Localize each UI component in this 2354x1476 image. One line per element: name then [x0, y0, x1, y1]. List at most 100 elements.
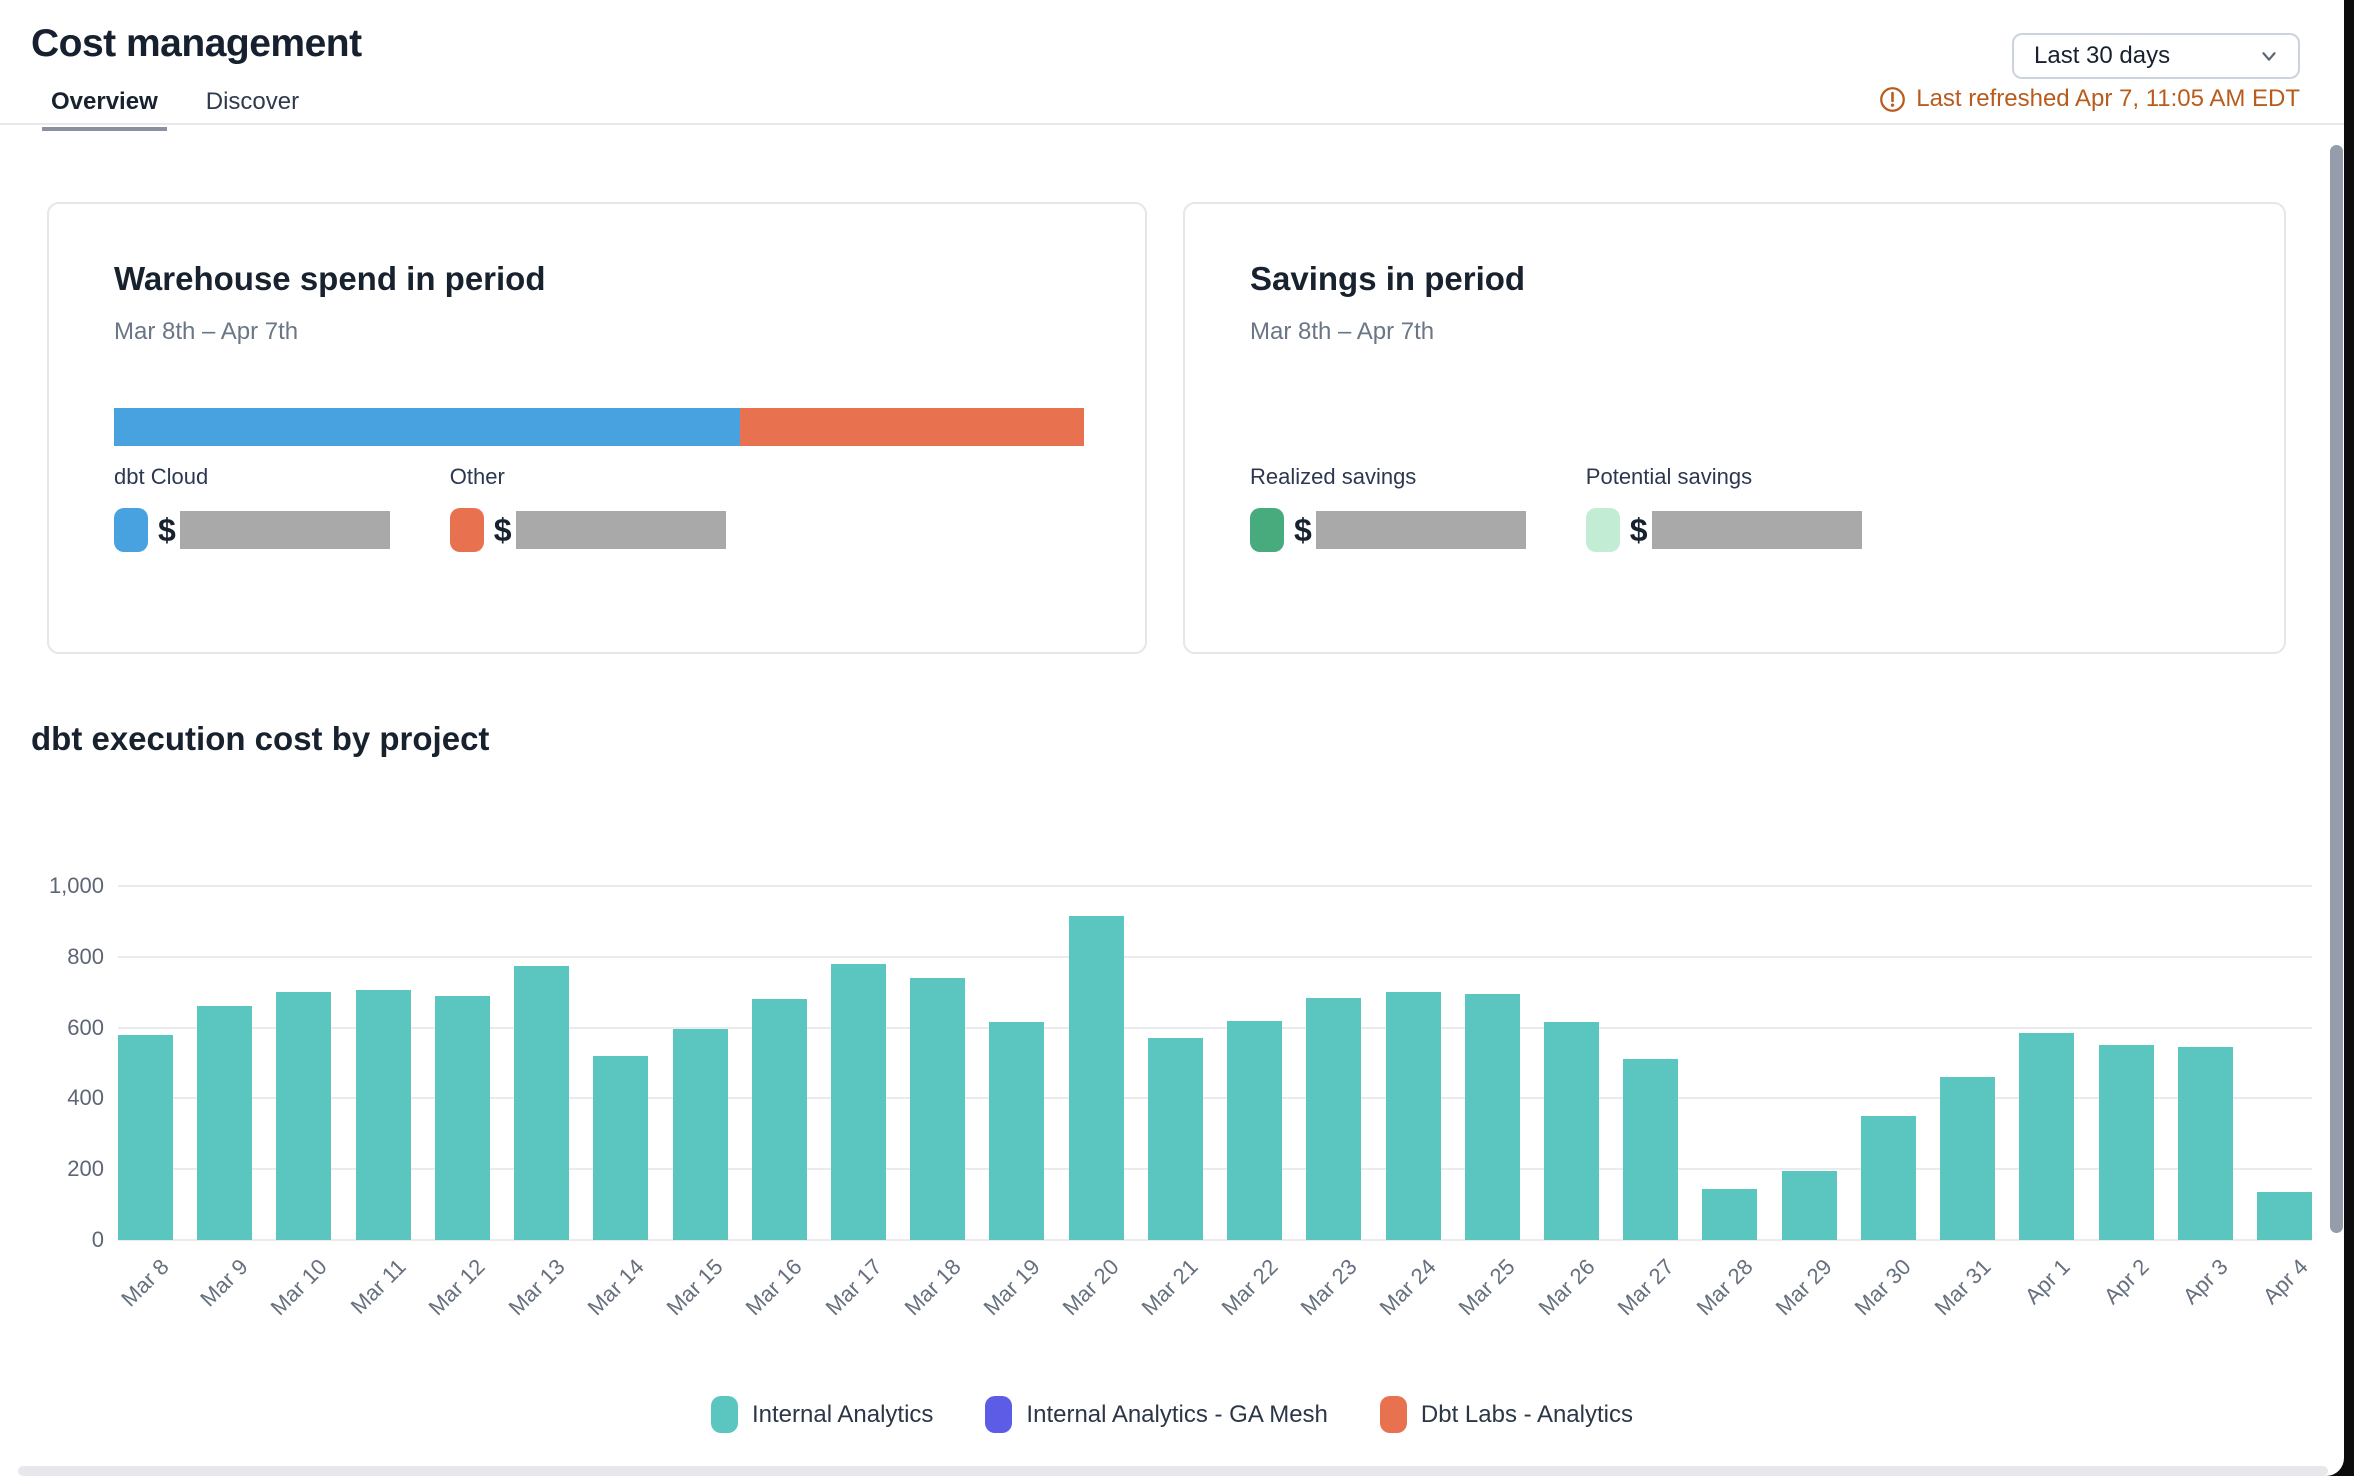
bar-apr-2[interactable] [2098, 1045, 2154, 1240]
savings-card: Savings in period Mar 8th – Apr 7th Real… [1183, 202, 2286, 654]
legend-color-swatch [985, 1396, 1013, 1433]
bar-apr-1[interactable] [2019, 1032, 2075, 1240]
x-axis-tick-mar-25: Mar 25 [1453, 1254, 1520, 1321]
y-axis-tick: 200 [67, 1156, 104, 1182]
bar-mar-28[interactable] [1702, 1188, 1758, 1240]
bar-mar-16[interactable] [751, 999, 807, 1240]
date-range-value: Last 30 days [2034, 42, 2171, 69]
tab-discover[interactable]: Discover [205, 88, 300, 115]
legend-item-internal-analytics-ga-mesh[interactable]: Internal Analytics - GA Mesh [985, 1396, 1328, 1433]
gridline-800 [118, 955, 2312, 958]
x-axis-tick-apr-3: Apr 3 [2178, 1254, 2233, 1309]
legend-label: Dbt Labs - Analytics [1420, 1400, 1633, 1428]
bar-mar-30[interactable] [1860, 1116, 1916, 1240]
last-refreshed-status: Last refreshed Apr 7, 11:05 AM EDT [1879, 84, 2300, 114]
spend-segment-other [739, 408, 1084, 446]
gridline-600 [118, 1026, 2312, 1029]
bar-mar-26[interactable] [1544, 1022, 1599, 1240]
x-axis-tick-mar-11: Mar 11 [345, 1254, 411, 1319]
redacted-value [1315, 511, 1526, 549]
metric-value-row: $ [449, 508, 726, 552]
x-axis-tick-mar-16: Mar 16 [740, 1254, 807, 1321]
bar-mar-9[interactable] [197, 1006, 253, 1240]
metric-label: Other [449, 464, 505, 489]
x-axis-tick-mar-17: Mar 17 [820, 1254, 887, 1321]
alert-circle-icon [1880, 86, 1906, 112]
bar-mar-20[interactable] [1068, 916, 1124, 1240]
savings-metrics: Realized savings $ Potential savings $ [1250, 464, 1862, 552]
chart-title: dbt execution cost by project [31, 720, 490, 757]
warehouse-spend-card: Warehouse spend in period Mar 8th – Apr … [47, 202, 1147, 654]
bar-mar-24[interactable] [1385, 992, 1441, 1240]
y-axis-tick: 1,000 [48, 873, 104, 898]
legend-item-dbt-labs-analytics[interactable]: Dbt Labs - Analytics [1379, 1396, 1633, 1433]
bar-mar-19[interactable] [989, 1022, 1045, 1240]
bar-mar-21[interactable] [1147, 1038, 1203, 1240]
bar-mar-25[interactable] [1464, 993, 1520, 1240]
bar-mar-29[interactable] [1781, 1170, 1837, 1240]
bar-apr-4[interactable] [2257, 1192, 2312, 1240]
bar-mar-10[interactable] [276, 992, 332, 1240]
bar-mar-12[interactable] [434, 995, 490, 1240]
metric-realized-savings: Realized savings $ [1250, 464, 1526, 552]
x-axis-tick-apr-1: Apr 1 [2019, 1254, 2075, 1309]
bar-mar-14[interactable] [593, 1055, 649, 1240]
bar-mar-31[interactable] [1940, 1077, 1996, 1240]
x-axis-tick-mar-29: Mar 29 [1770, 1254, 1837, 1321]
gridline-0 [118, 1239, 2312, 1241]
card-date-range: Mar 8th – Apr 7th [114, 318, 299, 345]
metric-potential-savings: Potential savings $ [1585, 464, 1862, 552]
currency-symbol: $ [1294, 511, 1312, 548]
x-axis-tick-apr-4: Apr 4 [2257, 1254, 2313, 1309]
redacted-value [179, 511, 390, 549]
metric-color-swatch [114, 508, 148, 552]
legend-label: Internal Analytics - GA Mesh [1026, 1400, 1328, 1428]
metric-label: Potential savings [1585, 464, 1753, 489]
x-axis-tick-mar-10: Mar 10 [265, 1254, 332, 1321]
last-refreshed-text: Last refreshed Apr 7, 11:05 AM EDT [1916, 85, 2300, 112]
y-axis-tick: 400 [67, 1085, 104, 1111]
x-axis-tick-mar-28: Mar 28 [1691, 1254, 1758, 1321]
chevron-down-icon [2262, 52, 2276, 61]
header-divider [0, 123, 2344, 125]
horizontal-scrollbar-thumb[interactable] [18, 1466, 2328, 1476]
bar-mar-8[interactable] [118, 1034, 173, 1240]
x-axis-tick-mar-12: Mar 12 [423, 1254, 491, 1321]
bar-mar-27[interactable] [1623, 1059, 1679, 1240]
bar-mar-18[interactable] [910, 978, 966, 1240]
bar-mar-11[interactable] [355, 990, 411, 1240]
tab-overview[interactable]: Overview [42, 88, 167, 131]
x-axis-tick-mar-20: Mar 20 [1057, 1254, 1124, 1321]
legend-item-internal-analytics[interactable]: Internal Analytics [710, 1396, 934, 1433]
gridline-400 [118, 1097, 2312, 1100]
y-axis-tick: 600 [67, 1014, 104, 1040]
metric-label: dbt Cloud [114, 464, 209, 489]
metric-color-swatch [449, 508, 484, 552]
metric-color-swatch [1585, 508, 1620, 552]
bar-apr-3[interactable] [2177, 1047, 2233, 1240]
bar-mar-15[interactable] [672, 1029, 728, 1240]
legend-label: Internal Analytics [751, 1400, 934, 1428]
chart-legend: Internal Analytics Internal Analytics - G… [75, 1396, 2269, 1433]
tab-bar: Overview Discover [42, 88, 308, 131]
x-axis-tick-mar-24: Mar 24 [1374, 1254, 1441, 1321]
bar-mar-23[interactable] [1306, 997, 1362, 1240]
gridline-200 [118, 1168, 2312, 1171]
x-axis-tick-mar-31: Mar 31 [1929, 1254, 1996, 1321]
x-axis-tick-mar-21: Mar 21 [1136, 1254, 1204, 1321]
bar-mar-17[interactable] [831, 963, 886, 1240]
card-title: Savings in period [1250, 260, 1526, 297]
warehouse-spend-stacked-bar [114, 408, 1084, 446]
x-axis-tick-mar-18: Mar 18 [899, 1254, 966, 1321]
gridline-1000 [118, 885, 2312, 887]
card-date-range: Mar 8th – Apr 7th [1250, 318, 1435, 345]
metric-value-row: $ [1250, 508, 1526, 552]
x-axis-tick-mar-23: Mar 23 [1295, 1254, 1362, 1321]
bar-mar-13[interactable] [514, 965, 570, 1240]
date-range-select[interactable]: Last 30 days [2012, 33, 2300, 79]
redacted-value [515, 511, 726, 549]
bar-mar-22[interactable] [1227, 1020, 1283, 1240]
vertical-scrollbar-thumb[interactable] [2330, 145, 2343, 1233]
spend-segment-dbt-cloud [114, 408, 740, 446]
